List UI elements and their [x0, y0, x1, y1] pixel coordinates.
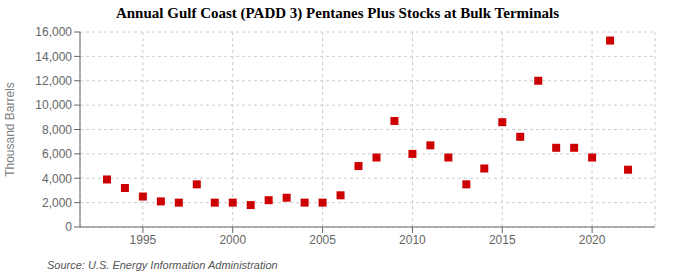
svg-text:2020: 2020 — [579, 233, 606, 247]
svg-text:2005: 2005 — [309, 233, 336, 247]
svg-text:12,000: 12,000 — [35, 74, 72, 88]
svg-text:Thousand Barrels: Thousand Barrels — [8, 82, 17, 177]
svg-text:2015: 2015 — [489, 233, 516, 247]
svg-text:8,000: 8,000 — [42, 123, 72, 137]
svg-text:2,000: 2,000 — [42, 196, 72, 210]
html-text:Source: U.S. Energy Informatio: Source: U.S. Energy Information Administ… — [47, 259, 278, 271]
svg-text:6,000: 6,000 — [42, 147, 72, 161]
svg-text:0: 0 — [65, 220, 72, 234]
svg-text:4,000: 4,000 — [42, 172, 72, 186]
svg-text:14,000: 14,000 — [35, 50, 72, 64]
html-text:Annual Gulf Coast (PADD 3) Pen: Annual Gulf Coast (PADD 3) Pentanes Plus… — [115, 5, 560, 21]
svg-text:2010: 2010 — [399, 233, 426, 247]
svg-text:1995: 1995 — [130, 233, 157, 247]
svg-text:16,000: 16,000 — [35, 26, 72, 39]
svg-text:2000: 2000 — [219, 233, 246, 247]
svg-text:10,000: 10,000 — [35, 98, 72, 112]
